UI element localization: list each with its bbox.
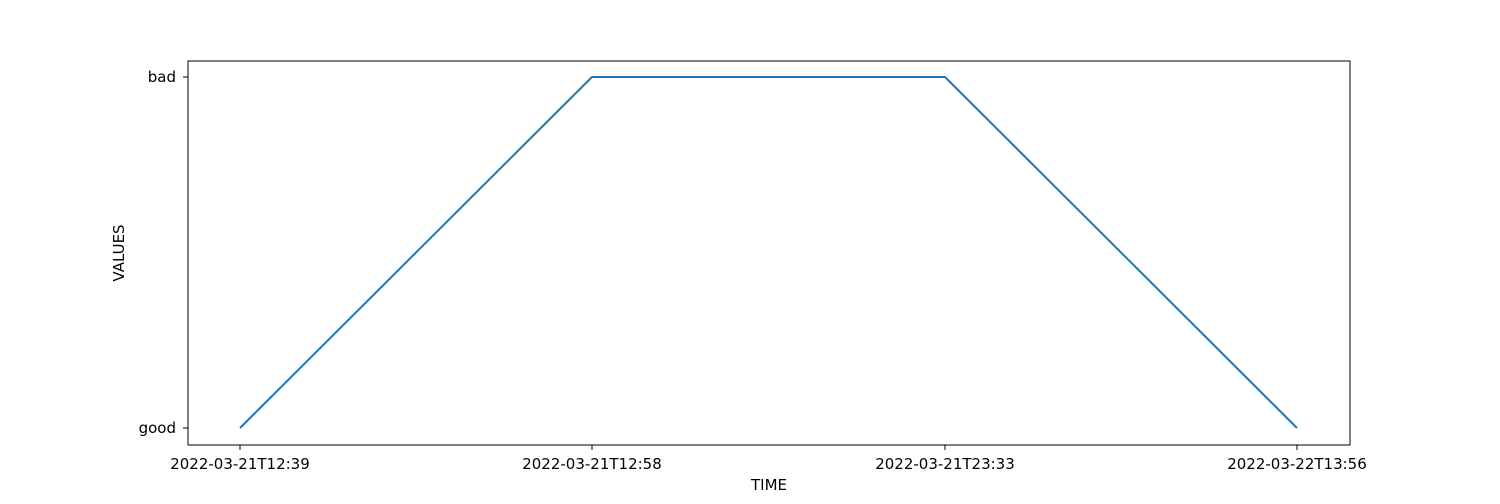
series-line	[240, 77, 1297, 428]
axes: 2022-03-21T12:39 2022-03-21T12:58 2022-03-…	[139, 61, 1367, 473]
y-axis-label: VALUES	[110, 224, 128, 281]
x-tick-label: 2022-03-21T12:39	[170, 455, 310, 473]
x-tick-label: 2022-03-22T13:56	[1227, 455, 1367, 473]
plot-area	[240, 77, 1297, 428]
x-axis-label: TIME	[750, 476, 787, 494]
x-tick-label: 2022-03-21T12:58	[522, 455, 662, 473]
x-tick-label: 2022-03-21T23:33	[875, 455, 1015, 473]
y-tick-label: good	[139, 419, 176, 437]
plot-frame	[188, 61, 1350, 445]
y-tick-label: bad	[148, 68, 176, 86]
